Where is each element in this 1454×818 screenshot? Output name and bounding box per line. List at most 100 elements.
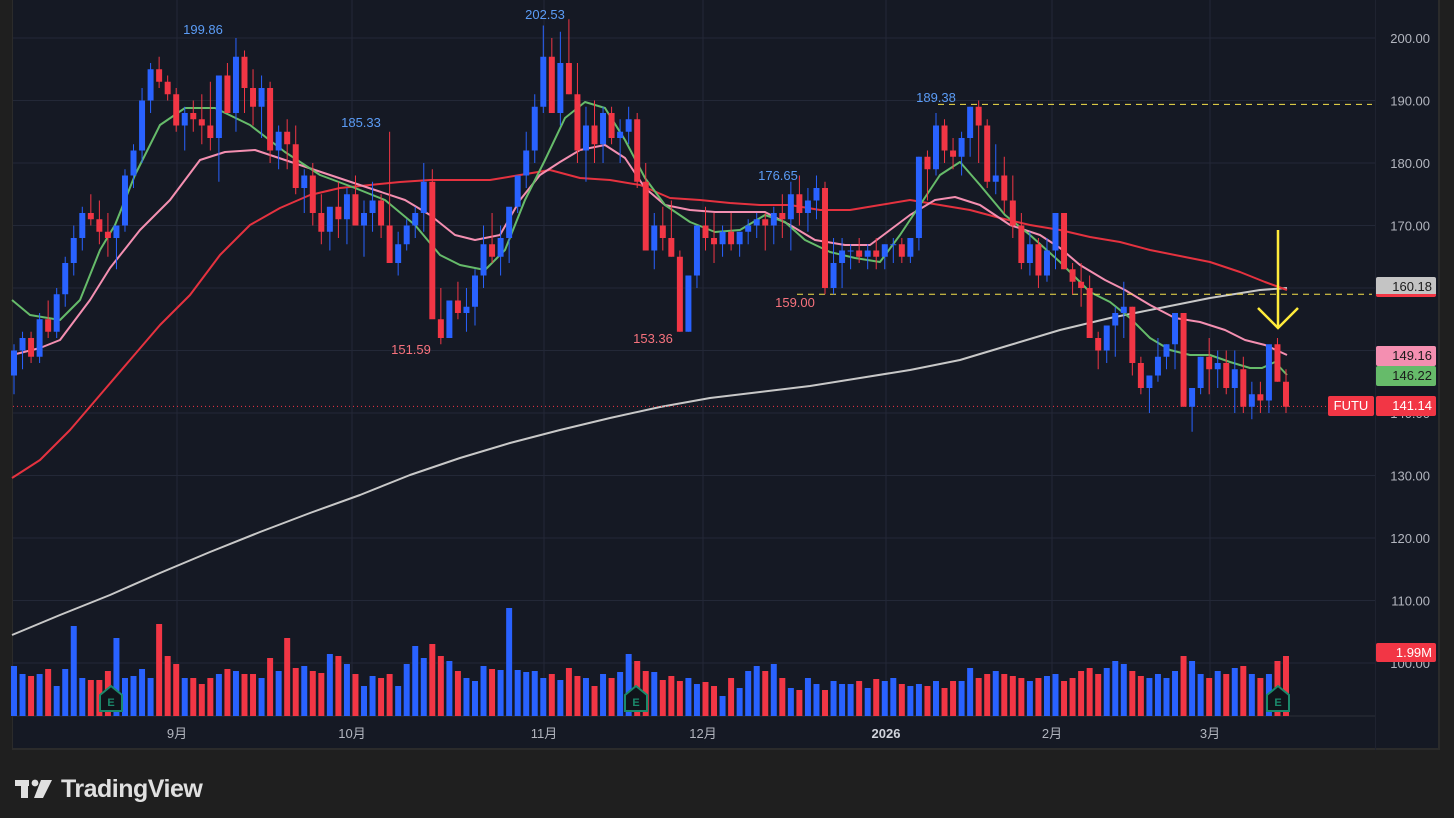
candle <box>1240 356 1247 413</box>
volume-bar <box>984 674 991 716</box>
candle <box>1061 213 1068 270</box>
volume-bar <box>429 644 436 716</box>
candle <box>352 175 359 226</box>
volume-bar <box>1120 664 1127 716</box>
down-arrow-drawing[interactable] <box>1257 230 1299 330</box>
volume-bar <box>779 678 786 716</box>
volume-bar <box>1069 678 1076 716</box>
volume-bar <box>881 681 888 716</box>
tradingview-logo[interactable]: TradingView <box>15 772 203 806</box>
candle <box>28 331 35 363</box>
candle <box>87 194 94 226</box>
volume-bar <box>1018 678 1025 716</box>
tradingview-logo-icon <box>15 779 52 798</box>
volume-bar <box>659 680 666 716</box>
volume-bar <box>813 684 820 716</box>
volume-bar <box>804 678 811 716</box>
volume-bar <box>1035 678 1042 716</box>
price-tick-label: 120.00 <box>1390 531 1430 546</box>
candle <box>412 206 419 238</box>
volume-bar <box>395 686 402 716</box>
candle <box>1078 263 1085 307</box>
candle <box>139 88 146 163</box>
candle <box>753 213 760 238</box>
earnings-marker-icon[interactable]: E <box>624 684 648 712</box>
candle <box>907 238 914 263</box>
volume-bar <box>207 678 214 716</box>
volume-bar <box>139 669 146 716</box>
candle <box>625 106 632 145</box>
volume-bar <box>420 658 427 716</box>
volume-bar <box>907 686 914 716</box>
volume-bar <box>548 674 555 716</box>
candle <box>62 256 69 307</box>
candle <box>992 144 999 195</box>
ma20-line <box>11 144 1288 356</box>
candle <box>864 244 871 270</box>
volume-bar <box>215 674 222 716</box>
volume-bar <box>352 674 359 716</box>
volume-bar <box>1095 674 1102 716</box>
candle <box>950 138 957 170</box>
candle <box>548 38 555 113</box>
price-tick-label: 180.00 <box>1390 156 1430 171</box>
earnings-marker-icon[interactable]: E <box>99 684 123 712</box>
candle <box>318 194 325 245</box>
volume-bar <box>582 678 589 716</box>
swing-low-label: 159.00 <box>775 295 815 310</box>
candle <box>1129 306 1136 376</box>
swing-high-label: 202.53 <box>525 7 565 22</box>
volume-bar <box>1257 678 1264 716</box>
volume-bar <box>941 688 948 716</box>
volume-bar <box>378 678 385 716</box>
volume-bar <box>932 681 939 716</box>
candle <box>1095 331 1102 370</box>
candle <box>685 275 692 332</box>
volume-bar <box>1231 668 1238 716</box>
volume-bar <box>770 664 777 716</box>
candle <box>719 225 726 257</box>
ma10-value-tag: 146.22 <box>1376 366 1436 386</box>
volume-bar <box>1001 674 1008 716</box>
candle <box>728 213 735 251</box>
volume-bar <box>130 676 137 716</box>
candle <box>36 313 43 363</box>
volume-bar <box>1214 671 1221 716</box>
volume-bar <box>173 664 180 716</box>
candle <box>292 125 299 195</box>
candle <box>232 38 239 132</box>
price-scale-divider <box>1375 0 1376 750</box>
candle <box>1163 344 1170 370</box>
candle <box>642 163 649 251</box>
volume-bar <box>62 669 69 716</box>
volume-bar <box>472 681 478 716</box>
swing-high-label: 176.65 <box>758 168 798 183</box>
volume-bar <box>412 646 419 716</box>
price-tick-label: 170.00 <box>1390 219 1430 234</box>
volume-bar <box>11 666 17 716</box>
volume-bar <box>600 674 607 716</box>
candle <box>343 188 350 245</box>
ma200-value-tag: 160.18 <box>1376 277 1436 297</box>
volume-bar <box>87 680 94 716</box>
volume-bar <box>1223 674 1230 716</box>
time-scale[interactable]: 9月 10月 11月 12月 2026 2月 3月 <box>167 726 1220 741</box>
volume-bar <box>1180 656 1187 716</box>
volume-bar <box>651 672 658 716</box>
candle <box>378 194 385 238</box>
volume-bar <box>574 676 581 716</box>
volume-bar <box>702 682 709 716</box>
candle <box>984 119 991 188</box>
volume-bar <box>198 684 205 716</box>
candle <box>181 106 188 151</box>
volume-bar <box>1172 671 1179 716</box>
earnings-marker-icon[interactable]: E <box>1266 684 1290 712</box>
volume-bar <box>1086 668 1093 716</box>
volume-bar <box>728 678 735 716</box>
volume-bar <box>762 671 769 716</box>
volume-bar <box>1129 671 1136 716</box>
candle <box>429 169 436 320</box>
volume-bar <box>241 674 248 716</box>
